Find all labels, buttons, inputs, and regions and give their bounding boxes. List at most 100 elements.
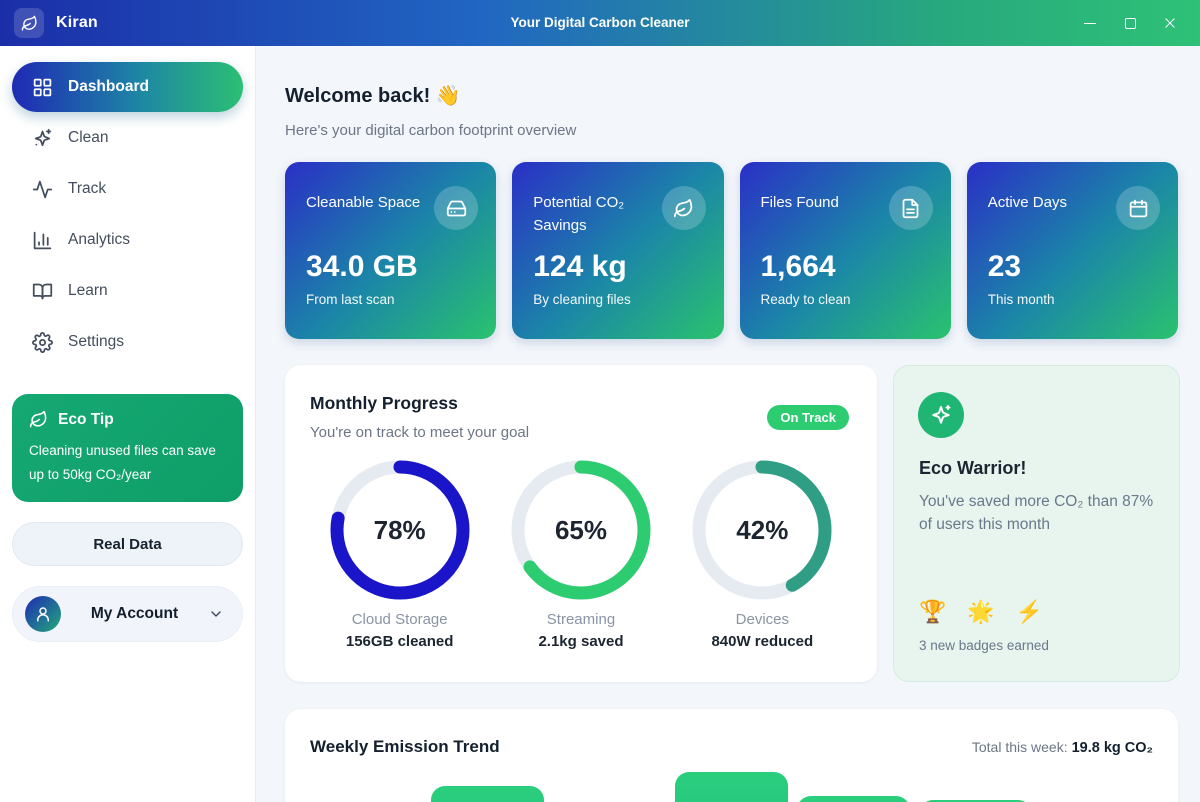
stat-sub: By cleaning files	[533, 292, 631, 307]
progress-rings: 78% Cloud Storage 156GB cleaned 65%	[309, 460, 853, 650]
maximize-icon	[1124, 17, 1136, 29]
leaf-icon	[29, 410, 47, 428]
eco-tip-title: Eco Tip	[58, 410, 114, 428]
eco-warrior-title: Eco Warrior!	[919, 458, 1027, 478]
weekly-total: Total this week: 19.8 kg CO₂	[972, 739, 1153, 756]
monthly-progress-card: Monthly Progress You're on track to meet…	[285, 365, 877, 682]
stat-label: Cleanable Space	[306, 194, 421, 211]
monthly-progress-subtitle: You're on track to meet your goal	[310, 424, 530, 441]
chevron-down-icon	[211, 611, 221, 617]
weekly-trend-title: Weekly Emission Trend	[310, 737, 500, 756]
sidebar-item-learn[interactable]: Learn	[12, 266, 243, 316]
sidebar-item-label: Clean	[68, 129, 109, 146]
avatar	[25, 596, 61, 633]
lightning-badge-icon: ⚡	[1015, 599, 1044, 624]
emission-bar	[797, 796, 910, 802]
emission-bar	[431, 786, 544, 802]
sidebar-item-label: Track	[68, 180, 107, 197]
stat-value: 1,664	[760, 250, 836, 283]
stat-grid: Cleanable Space 34.0 GB From last scan P…	[285, 162, 1178, 339]
monthly-progress-title: Monthly Progress	[310, 393, 458, 413]
stat-sub: This month	[987, 292, 1055, 307]
sidebar-item-label: Analytics	[68, 231, 131, 248]
sidebar-item-label: Settings	[68, 333, 125, 350]
sidebar-item-track[interactable]: Track	[12, 164, 243, 214]
sparkles-icon	[34, 128, 52, 146]
ring-value: 156GB cleaned	[345, 633, 454, 650]
sidebar-item-settings[interactable]: Settings	[12, 317, 243, 367]
stat-sub: From last scan	[306, 292, 395, 307]
titlebar: Kiran Your Digital Carbon Cleaner	[0, 0, 1200, 46]
emission-bar	[675, 772, 788, 802]
ring-label: Cloud Storage	[351, 611, 448, 628]
gear-icon	[32, 331, 53, 353]
page-title: Welcome back! 👋	[285, 85, 461, 107]
sidebar-item-label: Learn	[68, 282, 108, 299]
real-data-button[interactable]: Real Data	[12, 522, 243, 567]
emission-bar	[919, 800, 1032, 802]
minimize-icon	[1084, 22, 1096, 24]
window-title: Your Digital Carbon Cleaner	[510, 15, 690, 30]
weekly-total-label: Total this week:	[971, 739, 1068, 755]
brand: Kiran	[0, 8, 98, 38]
stat-value: 34.0 GB	[306, 250, 418, 283]
stat-label: Active Days	[987, 194, 1067, 211]
my-account-label: My Account	[90, 605, 179, 623]
stat-card-cleanable-space: Cleanable Space 34.0 GB From last scan	[285, 162, 497, 339]
ring-percent: 78%	[373, 514, 426, 545]
stat-card-co2-savings: Potential CO₂ Savings 124 kg By cleaning…	[512, 162, 724, 339]
ring-label: Devices	[735, 611, 789, 628]
weekly-bars	[309, 767, 1154, 802]
eco-tip-card: Eco Tip Cleaning unused files can save u…	[12, 394, 243, 503]
weekly-emission-trend-card: Weekly Emission Trend Total this week: 19…	[285, 709, 1178, 802]
file-text-icon	[888, 186, 933, 230]
ring-label: Streaming	[546, 611, 616, 628]
close-icon	[1165, 18, 1175, 28]
sidebar-item-analytics[interactable]: Analytics	[12, 215, 243, 265]
stat-card-files-found: Files Found 1,664 Ready to clean	[739, 162, 951, 339]
sidebar-item-dashboard[interactable]: Dashboard	[12, 62, 243, 112]
hard-drive-icon	[434, 186, 479, 230]
eco-tip-text: Cleaning unused files can save up to 50k…	[29, 443, 216, 482]
main-content: Welcome back! 👋 Here's your digital carb…	[256, 46, 1200, 802]
minimize-button[interactable]	[1070, 0, 1110, 46]
ring-devices: 42% Devices 840W reduced	[672, 460, 853, 650]
leaf-icon	[661, 186, 706, 230]
weekly-total-value: 19.8 kg CO₂	[1071, 740, 1153, 756]
user-icon	[37, 607, 49, 622]
sidebar: Dashboard Clean Track Analytics	[0, 46, 256, 802]
maximize-button[interactable]	[1110, 0, 1150, 46]
calendar-icon	[1116, 186, 1160, 230]
my-account-button[interactable]: My Account	[12, 586, 243, 643]
page-subtitle: Here's your digital carbon footprint ove…	[285, 122, 577, 139]
on-track-badge: On Track	[767, 405, 849, 430]
stat-label: Files Found	[760, 194, 839, 211]
stat-sub: Ready to clean	[760, 292, 851, 307]
app-name: Kiran	[56, 14, 98, 31]
ring-value: 840W reduced	[711, 633, 814, 650]
ring-cloud-storage: 78% Cloud Storage 156GB cleaned	[309, 460, 490, 650]
eco-warrior-text: You've saved more CO₂ than 87% of users …	[919, 493, 1154, 534]
window-controls	[1070, 0, 1190, 46]
leaf-logo-icon	[14, 8, 44, 38]
ring-value: 2.1kg saved	[538, 633, 624, 650]
ring-percent: 42%	[736, 514, 789, 545]
sidebar-item-clean[interactable]: Clean	[12, 113, 243, 163]
sidebar-nav: Dashboard Clean Track Analytics	[12, 62, 243, 367]
stat-label: Potential CO₂ Savings	[533, 194, 625, 235]
trophy-badge-icon: 🏆	[919, 599, 947, 624]
star-badge-icon: 🌟	[967, 599, 995, 624]
eco-warrior-card: Eco Warrior! You've saved more CO₂ than …	[893, 365, 1180, 682]
bar-chart-icon	[33, 231, 52, 249]
activity-icon	[32, 180, 53, 198]
book-open-icon	[32, 283, 53, 299]
sparkles-badge-icon	[918, 392, 964, 438]
middle-row: Monthly Progress You're on track to meet…	[285, 365, 1180, 682]
dashboard-grid-icon	[33, 78, 52, 96]
sidebar-item-label: Dashboard	[68, 78, 149, 95]
ring-streaming: 65% Streaming 2.1kg saved	[490, 460, 671, 650]
badges-caption: 3 new badges earned	[919, 638, 1049, 653]
stat-value: 124 kg	[533, 250, 627, 283]
close-button[interactable]	[1150, 0, 1190, 46]
